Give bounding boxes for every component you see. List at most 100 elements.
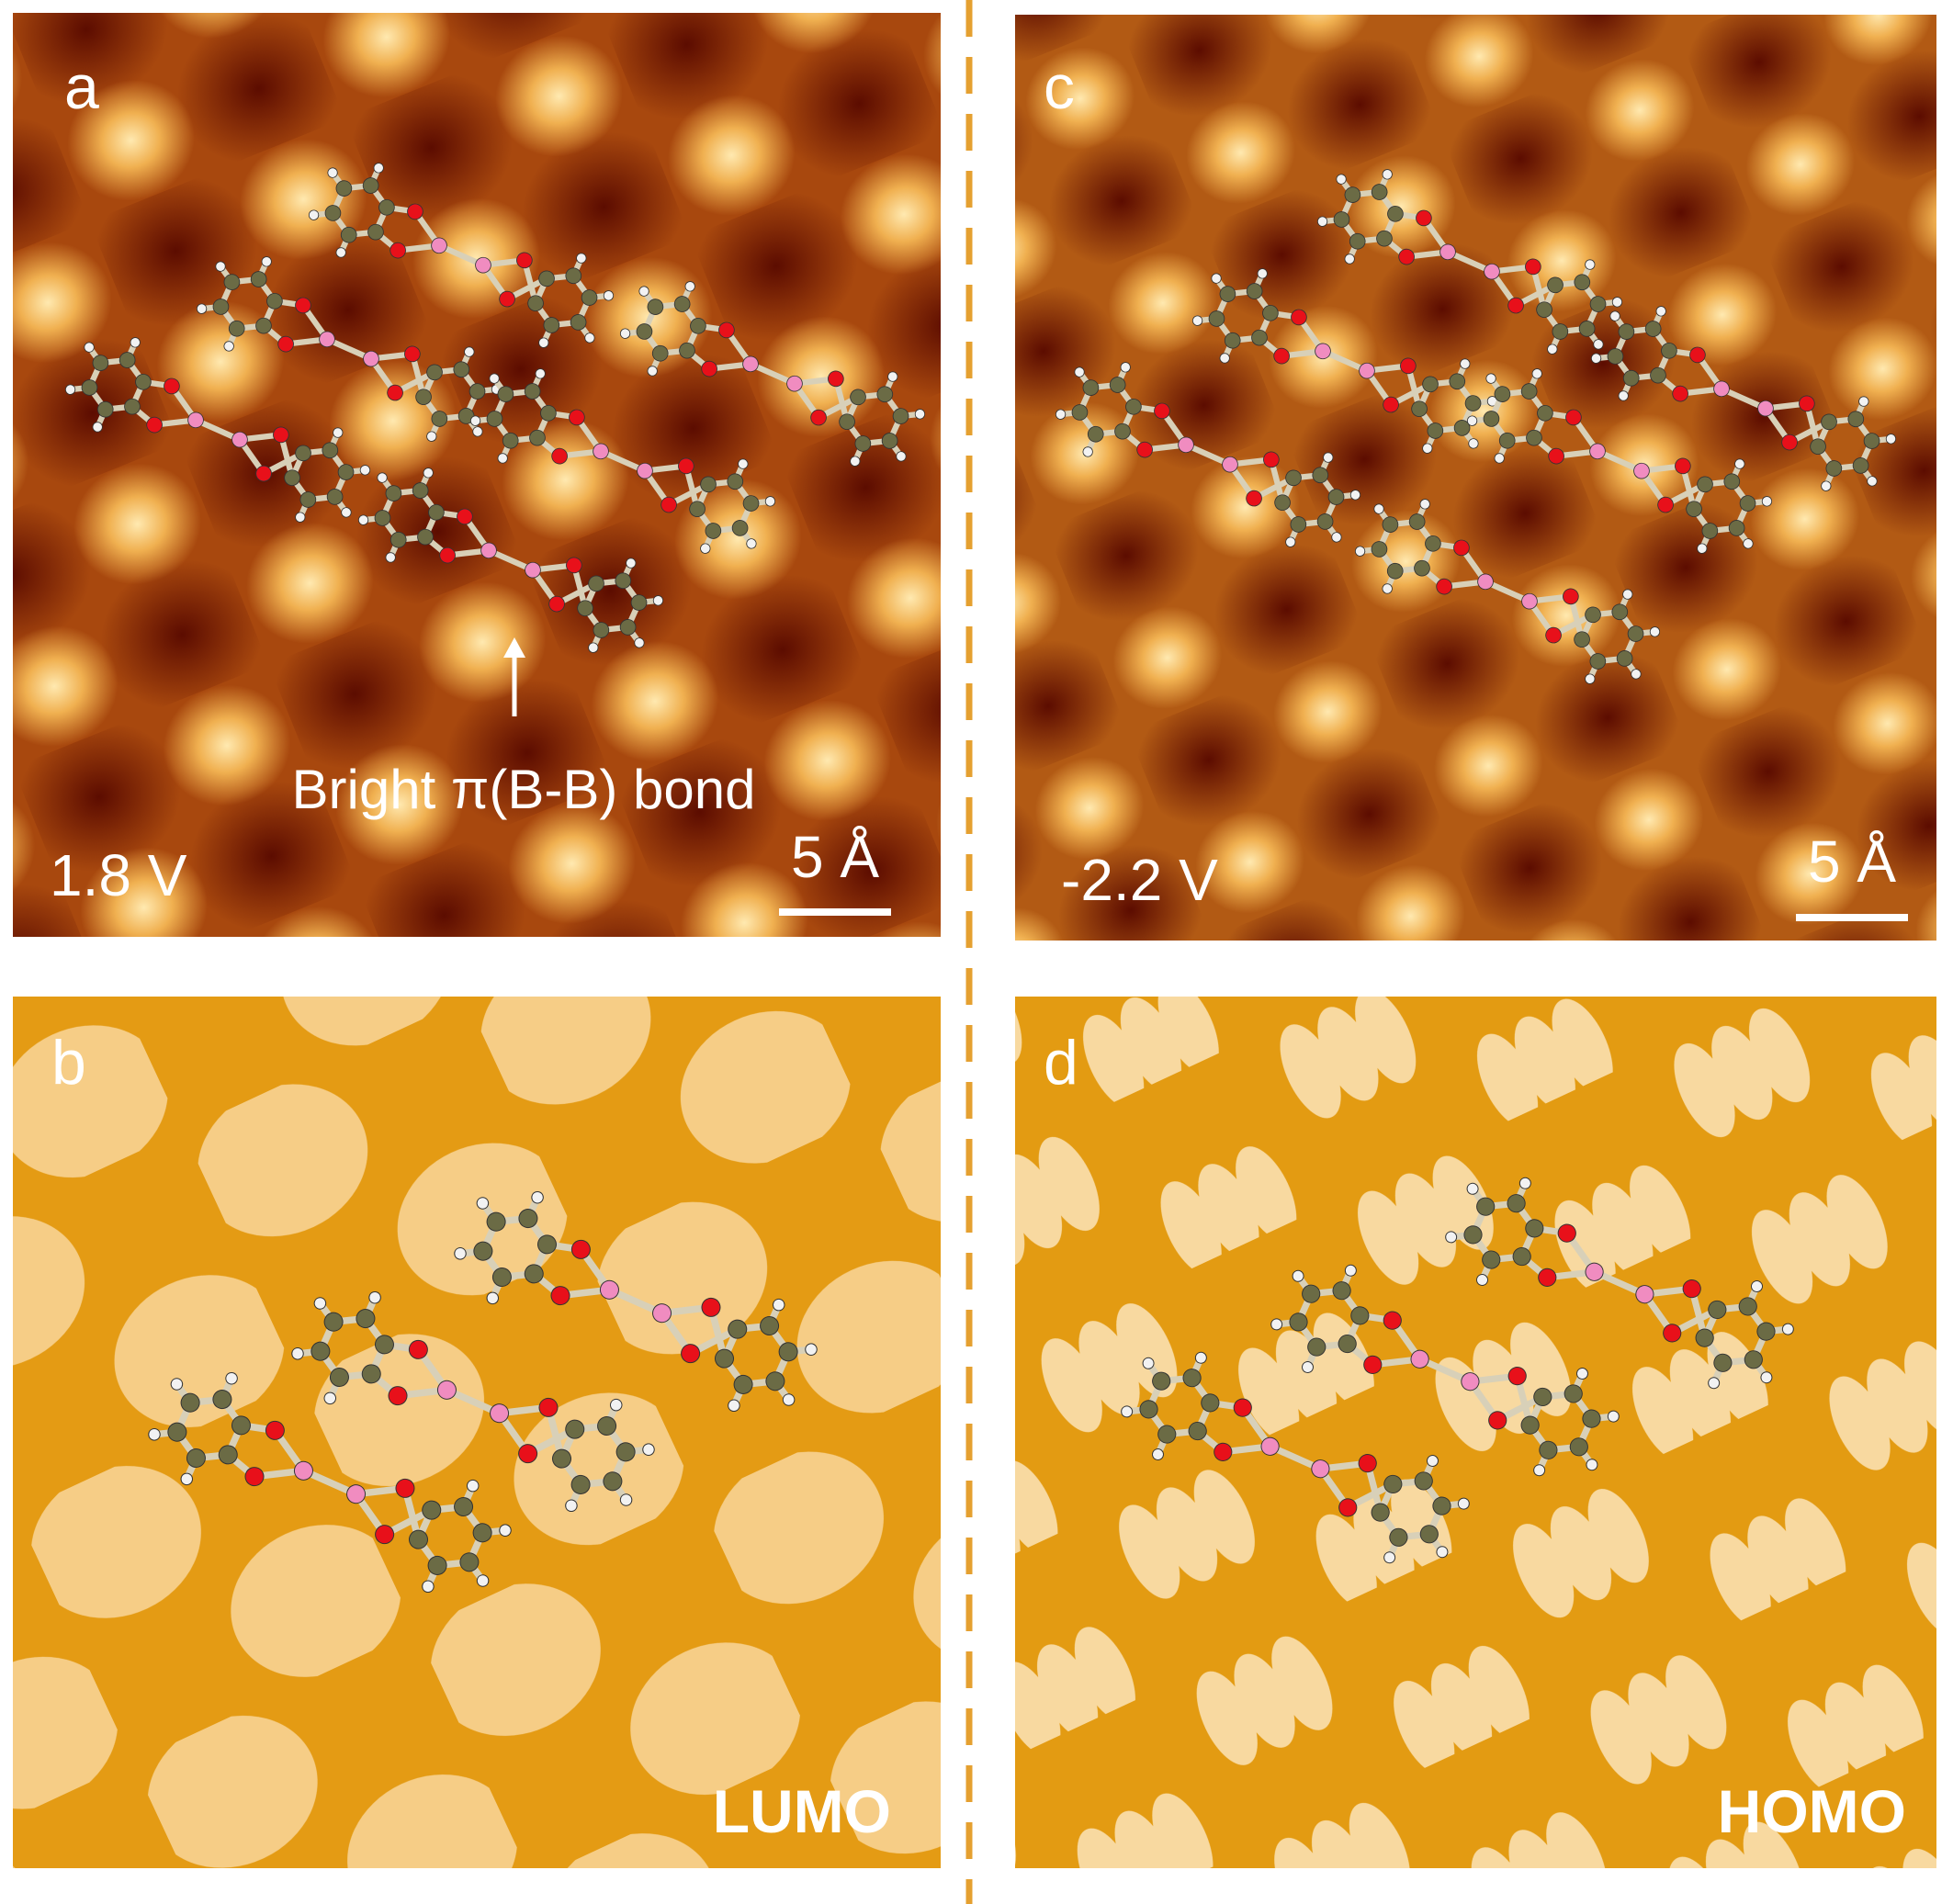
atom bbox=[255, 465, 272, 482]
atom bbox=[1386, 562, 1404, 580]
atom bbox=[1246, 490, 1262, 507]
atom bbox=[619, 619, 637, 636]
atom bbox=[346, 1484, 367, 1504]
atom bbox=[473, 1241, 493, 1261]
atom bbox=[1655, 306, 1666, 317]
atom bbox=[742, 495, 760, 512]
atom bbox=[1257, 268, 1268, 279]
atom bbox=[1565, 409, 1582, 426]
atom bbox=[1460, 358, 1471, 369]
orbital-map bbox=[1015, 997, 1936, 1868]
atom bbox=[436, 1380, 457, 1400]
atom bbox=[1483, 411, 1500, 427]
atom bbox=[250, 271, 267, 287]
atom bbox=[1383, 396, 1399, 413]
molecule bbox=[1270, 1264, 1620, 1477]
atom bbox=[322, 442, 339, 459]
atom bbox=[469, 415, 481, 426]
atom bbox=[472, 1523, 492, 1543]
atom bbox=[1316, 513, 1334, 530]
atom bbox=[1761, 496, 1773, 507]
atom bbox=[431, 237, 447, 254]
molecule bbox=[1191, 268, 1498, 454]
atom bbox=[146, 416, 163, 434]
atom bbox=[637, 462, 653, 479]
atom bbox=[1427, 1455, 1439, 1467]
panel-label: d bbox=[1044, 1028, 1078, 1098]
molecule bbox=[64, 337, 371, 523]
atom bbox=[212, 1390, 232, 1410]
atom bbox=[1713, 1353, 1733, 1372]
atom bbox=[295, 512, 306, 523]
atom bbox=[362, 177, 379, 194]
atom bbox=[593, 622, 610, 638]
atom bbox=[1419, 499, 1430, 510]
atom bbox=[489, 373, 500, 384]
atom bbox=[1463, 1225, 1483, 1245]
stm-image bbox=[13, 13, 941, 937]
atom bbox=[323, 1312, 344, 1332]
atom bbox=[225, 1371, 238, 1385]
atom bbox=[1539, 1440, 1558, 1459]
atom bbox=[1484, 263, 1500, 280]
atom bbox=[615, 1442, 636, 1462]
atom bbox=[1477, 573, 1494, 591]
atom bbox=[1675, 457, 1691, 475]
atom bbox=[1389, 1527, 1408, 1547]
molecule bbox=[1316, 169, 1623, 355]
atom bbox=[576, 253, 587, 264]
atom bbox=[1263, 451, 1280, 468]
atom bbox=[388, 1386, 408, 1406]
atom bbox=[1611, 603, 1629, 621]
atom bbox=[464, 346, 475, 357]
stm-image bbox=[1015, 15, 1936, 941]
atom bbox=[1686, 501, 1702, 518]
atom bbox=[426, 431, 437, 442]
atom bbox=[367, 223, 384, 241]
atom bbox=[1781, 434, 1798, 451]
atom bbox=[1371, 184, 1388, 200]
atom bbox=[357, 514, 369, 525]
atom bbox=[782, 1393, 796, 1406]
atom bbox=[426, 364, 443, 381]
atom bbox=[308, 209, 320, 220]
atom bbox=[363, 350, 379, 367]
annotation: Bright π(B-B) bond bbox=[292, 759, 756, 820]
atom bbox=[1121, 1405, 1134, 1418]
atom bbox=[431, 411, 448, 427]
atom bbox=[1627, 625, 1644, 642]
atom bbox=[1494, 386, 1511, 402]
atom bbox=[1589, 443, 1606, 460]
atom bbox=[634, 637, 645, 648]
atom bbox=[1182, 1369, 1202, 1388]
atom bbox=[423, 468, 434, 479]
atom bbox=[1536, 301, 1552, 319]
atom bbox=[1178, 436, 1194, 454]
atom bbox=[1821, 480, 1832, 491]
atom bbox=[293, 1460, 313, 1481]
atom bbox=[1400, 357, 1417, 375]
atom bbox=[527, 295, 544, 312]
atom bbox=[540, 404, 557, 422]
atom bbox=[1323, 452, 1334, 463]
atom bbox=[1697, 543, 1708, 554]
atom bbox=[1744, 1350, 1763, 1369]
atom bbox=[588, 575, 604, 592]
atom bbox=[1371, 1503, 1390, 1522]
atom bbox=[135, 373, 152, 390]
atom bbox=[454, 1496, 474, 1516]
atom bbox=[368, 1290, 381, 1304]
atom bbox=[1574, 631, 1590, 648]
atom bbox=[1507, 1367, 1527, 1386]
atom bbox=[356, 1309, 376, 1329]
atom bbox=[486, 1291, 500, 1305]
atom bbox=[1246, 283, 1263, 299]
atom bbox=[1422, 376, 1439, 393]
atom bbox=[1422, 443, 1433, 454]
atom bbox=[1408, 513, 1426, 530]
atom bbox=[486, 1211, 506, 1232]
atom bbox=[313, 1297, 327, 1310]
atom bbox=[1607, 1410, 1620, 1423]
atom bbox=[1082, 446, 1093, 457]
atom bbox=[1821, 413, 1837, 431]
